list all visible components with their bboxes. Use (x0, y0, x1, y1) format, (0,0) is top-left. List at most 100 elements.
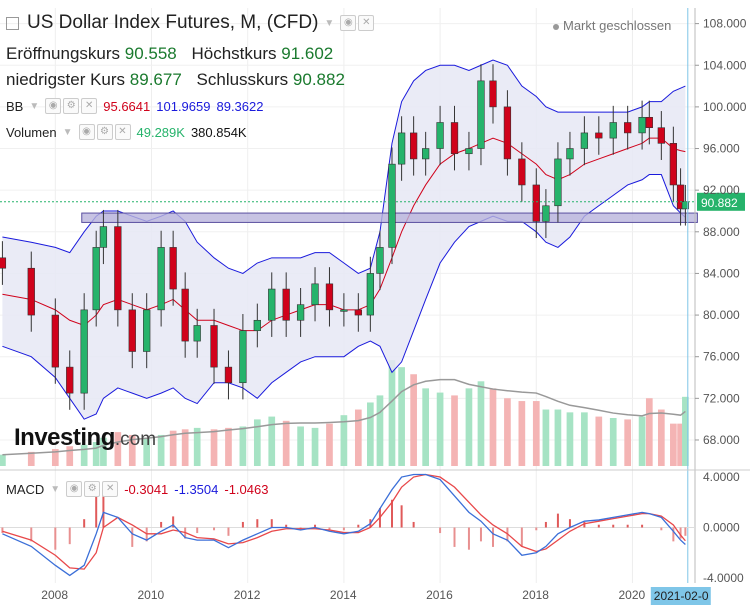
y-tick-label: 72.000 (703, 391, 740, 405)
x-tick-label: 2018 (522, 588, 549, 602)
ohlc-row-1: Eröffnungskurs 90.558 Höchstkurs 91.602 (6, 44, 343, 64)
chevron-down-icon[interactable]: ▼ (29, 100, 40, 112)
gear-icon[interactable]: ⚙ (96, 124, 113, 140)
volume-bar (66, 446, 74, 466)
candle-body (99, 226, 108, 248)
volume-bar (143, 437, 151, 466)
volume-bar (410, 374, 417, 466)
candle-body (114, 226, 122, 311)
macd-signal-line (2, 473, 686, 570)
bb-upper-value: 101.9659 (156, 98, 211, 114)
candle-body (224, 366, 233, 384)
logo-main: Investing (14, 424, 115, 451)
volume-bar (169, 430, 177, 466)
market-status: Markt geschlossen (553, 18, 671, 33)
volume-label[interactable]: Volumen (6, 124, 57, 140)
candle-body (532, 184, 540, 222)
bb-lower-value: 89.3622 (216, 98, 264, 114)
candle-body (366, 273, 374, 316)
eye-icon[interactable]: ◉ (45, 98, 62, 114)
last-price-label: 90.882 (701, 196, 738, 210)
candle-body (157, 247, 165, 311)
market-status-text: Markt geschlossen (563, 18, 672, 33)
chart-title-row: US Dollar Index Futures, M, (CFD) ▼ ◉ ✕ (6, 12, 375, 34)
eye-icon[interactable]: ◉ (78, 124, 95, 140)
candle-body (638, 116, 646, 134)
volume-bar (422, 388, 429, 466)
collapse-checkbox[interactable] (6, 16, 19, 30)
candle-body (325, 283, 334, 311)
bollinger-mid-line (2, 137, 686, 332)
volume-bar (268, 416, 276, 466)
volume-bar (354, 409, 362, 466)
volume-bar (518, 401, 526, 466)
volume-value: 49.289K (136, 124, 185, 140)
close-icon[interactable]: ✕ (102, 481, 119, 497)
candle-body (128, 309, 136, 352)
candle-body (397, 132, 406, 165)
volume-bar (554, 409, 562, 466)
volume-bar (624, 419, 632, 466)
gear-icon[interactable]: ⚙ (84, 481, 101, 497)
candle-body (436, 122, 444, 149)
volume-bar (80, 444, 88, 466)
candle-body (609, 122, 617, 139)
y-tick-label: 80.000 (703, 308, 740, 322)
volume-bar (297, 426, 304, 466)
status-dot-icon (553, 23, 559, 30)
volume-bar (504, 398, 511, 466)
macd-line-value: -1.3504 (174, 481, 219, 497)
close-icon[interactable]: ✕ (114, 124, 131, 140)
candle-body (66, 366, 74, 394)
candle-body (450, 122, 459, 155)
volume-bar (376, 395, 384, 466)
volume-bar (465, 388, 473, 466)
volume-bar (489, 388, 497, 466)
x-tick-label: 2016 (426, 588, 453, 602)
volume-bar (532, 401, 540, 466)
volume-controls: ◉ ⚙ ✕ (78, 124, 131, 140)
bb-label[interactable]: BB (6, 98, 24, 114)
eye-icon[interactable]: ◉ (66, 481, 83, 497)
volume-bar (451, 395, 458, 466)
volume-bar (253, 419, 261, 466)
gear-icon[interactable]: ⚙ (63, 98, 80, 114)
y-tick-label: 68.000 (703, 433, 740, 447)
candle-body (595, 132, 603, 139)
chevron-down-icon[interactable]: ▼ (50, 483, 61, 495)
eye-icon[interactable]: ◉ (340, 15, 357, 31)
volume-bar (436, 392, 444, 466)
bollinger-lower-line (2, 174, 686, 420)
y-tick-label: 84.000 (703, 266, 740, 280)
candle-body (554, 158, 562, 207)
x-tick-label: 2014 (330, 588, 357, 602)
logo-suffix: .com (114, 429, 157, 450)
volume-legend: Volumen ▼ ◉ ⚙ ✕ 49.289K 380.854K (6, 124, 247, 140)
candle-body (0, 257, 7, 269)
candle-body (477, 80, 485, 149)
candle-body (566, 148, 574, 160)
macd-label[interactable]: MACD (6, 481, 45, 497)
y-tick-label: 96.000 (703, 142, 740, 156)
candle-body (282, 288, 290, 321)
close-icon[interactable]: ✕ (81, 98, 98, 114)
chevron-down-icon[interactable]: ▼ (324, 17, 335, 29)
candle-body (296, 304, 305, 321)
close-value: 90.882 (292, 70, 345, 89)
volume-bar (311, 427, 319, 466)
volume-bar (0, 454, 6, 466)
volume-bar (595, 416, 603, 466)
bb-legend: BB ▼ ◉ ⚙ ✕ 95.6641 101.9659 89.3622 (6, 98, 263, 114)
volume-bar (398, 367, 405, 466)
y-tick-label: 92.000 (703, 183, 740, 197)
volume-bar (638, 416, 646, 466)
y-tick-label: 88.000 (703, 225, 740, 239)
chevron-down-icon[interactable]: ▼ (62, 126, 73, 138)
volume-bar (114, 432, 122, 466)
volume-bar (210, 429, 218, 466)
close-icon[interactable]: ✕ (358, 15, 375, 31)
candle-body (169, 247, 177, 290)
candle-body (51, 314, 59, 368)
bollinger-band-fill (2, 60, 686, 420)
